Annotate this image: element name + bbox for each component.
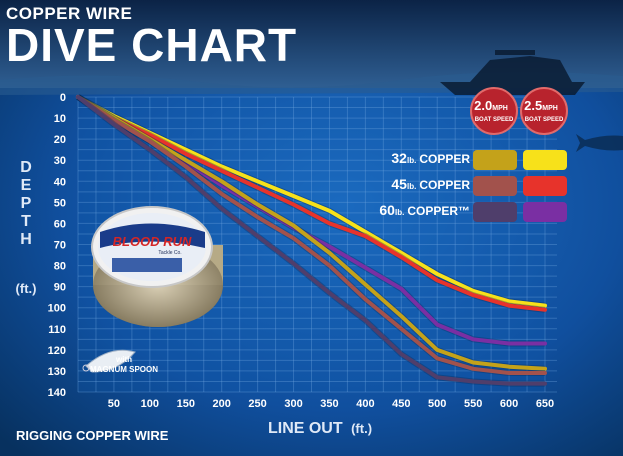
x-tick-label: 250 [248,398,266,410]
svg-text:2.5MPH: 2.5MPH [524,98,558,113]
legend-label: 60lb. COPPER™ [379,202,470,218]
y-tick-label: 40 [54,176,66,188]
y-tick-label: 130 [48,366,66,378]
y-tick-label: 60 [54,218,66,230]
speed-badge-2-5: 2.5MPH BOAT SPEED [520,87,568,135]
spoon-name: MAGNUM SPOON [90,365,158,374]
bottom-caption: RIGGING COPPER WIRE [16,428,169,443]
spoon-label: with [115,355,132,364]
series-line [76,95,547,375]
y-tick-label: 90 [54,282,66,294]
y-tick-label: 70 [54,240,66,252]
legend-swatch [473,176,517,196]
svg-text:Tackle Co.: Tackle Co. [158,250,181,256]
magnum-spoon-icon [82,349,136,373]
y-tick-label: 10 [54,113,66,125]
y-tick-label: 50 [54,197,66,209]
brand-name: BLOOD RUN [113,234,192,249]
series-line [76,95,547,371]
x-tick-label: 450 [392,398,410,410]
y-tick-label: 30 [54,155,66,167]
legend-label: 45lb. COPPER [391,176,470,192]
y-tick-label: 110 [48,324,66,336]
x-tick-label: 300 [284,398,302,410]
y-tick-label: 80 [54,261,66,273]
y-tick-label: 100 [48,303,66,315]
legend-swatch [523,150,567,170]
x-axis-label: LINE OUT (ft.) [268,420,372,437]
y-tick-label: 140 [48,387,66,399]
series-line [76,95,547,386]
chart-title: DIVE CHART [6,19,298,71]
legend-swatch [473,202,517,222]
series-line [76,95,547,312]
x-tick-label: 50 [108,398,120,410]
y-tick-label: 0 [60,92,66,104]
y-axis-unit: (ft.) [16,281,37,296]
svg-text:BOAT SPEED: BOAT SPEED [475,117,514,123]
x-tick-label: 350 [320,398,338,410]
legend-label: 32lb. COPPER [391,150,470,166]
copper-wire-spool: BLOOD RUN Tackle Co. [91,206,223,327]
x-tick-label: 200 [213,398,231,410]
shark-icon [576,134,623,152]
speed-badge-2-0: 2.0MPH BOAT SPEED [470,87,518,135]
svg-text:BOAT SPEED: BOAT SPEED [525,117,564,123]
legend-swatch [523,202,567,222]
x-tick-label: 100 [141,398,159,410]
y-tick-label: 20 [54,134,66,146]
legend: 32lb. COPPER 45lb. COPPER 60lb. COPPER™ [379,150,567,222]
y-tick-label: 120 [48,345,66,357]
x-tick-label: 600 [500,398,518,410]
legend-swatch [523,176,567,196]
svg-text:2.0MPH: 2.0MPH [474,98,508,113]
x-tick-label: 650 [536,398,554,410]
series-line [76,95,547,308]
x-tick-label: 550 [464,398,482,410]
legend-swatch [473,150,517,170]
x-tick-label: 500 [428,398,446,410]
x-tick-label: 150 [177,398,195,410]
header-line1: COPPER WIRE [6,4,133,23]
x-tick-label: 400 [356,398,374,410]
